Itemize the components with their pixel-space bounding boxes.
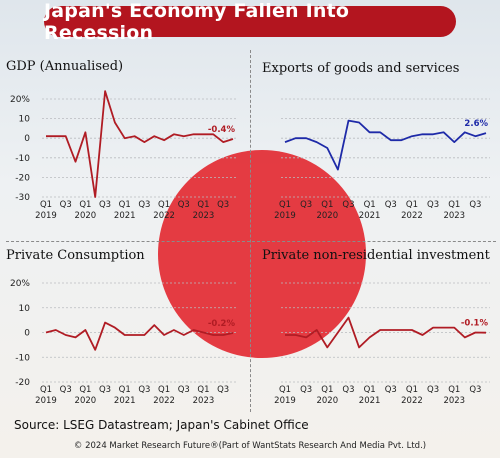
x-tick-label: Q1 <box>158 385 170 395</box>
x-tick-year: 2019 <box>35 396 57 406</box>
x-tick-year: 2019 <box>274 211 296 221</box>
x-tick-label: Q1 <box>197 200 209 210</box>
x-tick-year: 2023 <box>443 396 465 406</box>
x-tick-label: Q1 <box>448 200 460 210</box>
x-tick-label: Q3 <box>217 385 229 395</box>
x-tick-year: 2019 <box>274 396 296 406</box>
x-tick-label: Q3 <box>300 385 312 395</box>
series-line <box>285 316 487 349</box>
y-tick-label: 10 <box>19 304 31 314</box>
vertical-divider <box>250 50 251 412</box>
investment-chart-title: Private non-residential investment <box>262 248 490 263</box>
x-tick-label: Q3 <box>99 200 111 210</box>
x-tick-year: 2023 <box>193 211 215 221</box>
x-tick-label: Q1 <box>364 385 376 395</box>
x-tick-label: Q3 <box>60 200 72 210</box>
y-tick-label: -10 <box>15 154 30 164</box>
x-tick-label: Q3 <box>60 385 72 395</box>
x-tick-year: 2021 <box>114 211 136 221</box>
x-tick-label: Q3 <box>427 200 439 210</box>
x-tick-label: Q1 <box>321 385 333 395</box>
gdp-chart-title: GDP (Annualised) <box>6 59 124 74</box>
x-tick-label: Q3 <box>342 200 354 210</box>
x-tick-label: Q1 <box>40 200 52 210</box>
copyright-note: © 2024 Market Research Future®(Part of W… <box>73 441 427 451</box>
x-tick-year: 2020 <box>316 396 338 406</box>
x-tick-label: Q3 <box>385 200 397 210</box>
x-tick-label: Q3 <box>99 385 111 395</box>
x-tick-label: Q3 <box>178 385 190 395</box>
japan-flag-sun <box>158 150 366 358</box>
y-tick-label: 0 <box>24 134 30 144</box>
x-tick-label: Q3 <box>217 200 229 210</box>
x-tick-year: 2019 <box>35 211 57 221</box>
x-tick-label: Q1 <box>119 385 131 395</box>
x-tick-year: 2023 <box>193 396 215 406</box>
source-note: Source: LSEG Datastream; Japan's Cabinet… <box>14 418 309 432</box>
end-value-label: -0.1% <box>461 319 489 329</box>
x-tick-label: Q1 <box>448 385 460 395</box>
x-tick-year: 2020 <box>75 396 97 406</box>
x-tick-year: 2021 <box>359 396 381 406</box>
horizontal-divider <box>6 241 496 242</box>
x-tick-label: Q1 <box>158 200 170 210</box>
x-tick-label: Q1 <box>406 200 418 210</box>
end-value-label: -0.2% <box>208 319 236 329</box>
x-tick-year: 2022 <box>401 396 423 406</box>
x-tick-label: Q3 <box>427 385 439 395</box>
y-tick-label: 20% <box>10 279 30 289</box>
end-value-label: 2.6% <box>464 119 488 129</box>
series-line <box>45 321 234 351</box>
y-tick-label: -20 <box>15 173 30 183</box>
y-tick-label: 20% <box>10 95 30 105</box>
x-tick-label: Q1 <box>406 385 418 395</box>
y-tick-label: -10 <box>15 353 30 363</box>
x-tick-label: Q1 <box>119 200 131 210</box>
x-tick-label: Q1 <box>79 200 91 210</box>
x-tick-label: Q1 <box>321 200 333 210</box>
x-tick-year: 2020 <box>316 211 338 221</box>
exports-chart-title: Exports of goods and services <box>262 61 460 76</box>
x-tick-label: Q3 <box>138 385 150 395</box>
series-line <box>284 119 487 171</box>
x-tick-label: Q1 <box>79 385 91 395</box>
x-tick-year: 2022 <box>401 211 423 221</box>
x-tick-label: Q1 <box>40 385 52 395</box>
x-tick-label: Q3 <box>469 385 481 395</box>
x-tick-label: Q3 <box>138 200 150 210</box>
y-tick-label: -20 <box>15 378 30 388</box>
x-tick-label: Q1 <box>364 200 376 210</box>
y-tick-label: 0 <box>24 329 30 339</box>
x-tick-label: Q3 <box>178 200 190 210</box>
x-tick-label: Q1 <box>279 385 291 395</box>
x-tick-year: 2020 <box>75 211 97 221</box>
y-tick-label: 10 <box>19 115 31 125</box>
x-tick-label: Q3 <box>342 385 354 395</box>
x-tick-year: 2021 <box>114 396 136 406</box>
x-tick-label: Q3 <box>385 385 397 395</box>
x-tick-label: Q3 <box>469 200 481 210</box>
end-value-label: -0.4% <box>208 125 236 135</box>
series-line <box>46 90 234 198</box>
y-tick-label: -30 <box>15 193 30 203</box>
x-tick-year: 2022 <box>153 211 175 221</box>
page-title: Japan's Economy Fallen Into Recession <box>44 0 456 44</box>
x-tick-year: 2023 <box>443 211 465 221</box>
consumption-chart-title: Private Consumption <box>6 248 145 263</box>
x-tick-label: Q1 <box>197 385 209 395</box>
x-tick-year: 2022 <box>153 396 175 406</box>
x-tick-year: 2021 <box>359 211 381 221</box>
x-tick-label: Q1 <box>279 200 291 210</box>
x-tick-label: Q3 <box>300 200 312 210</box>
